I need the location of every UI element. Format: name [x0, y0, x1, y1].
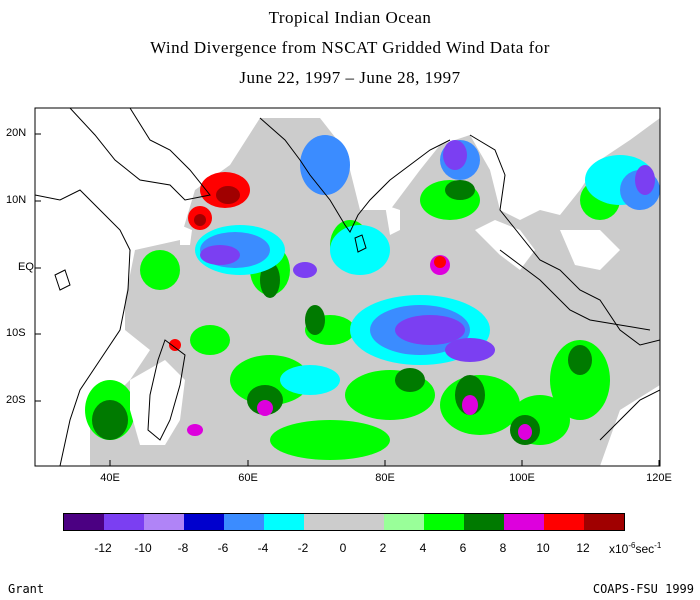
- title-line-3: June 22, 1997 – June 28, 1997: [239, 68, 461, 87]
- credit-author: Grant: [8, 582, 45, 596]
- lat-label-20n: 20N: [6, 127, 27, 139]
- legend-tick-label: 0: [339, 541, 347, 555]
- legend-swatch: [424, 514, 464, 530]
- madagascar: [147, 339, 186, 441]
- divergence-field: [85, 118, 660, 466]
- coastlines: [35, 108, 660, 466]
- india-coast: [259, 117, 451, 233]
- lat-label-10s: 10S: [6, 327, 26, 339]
- lat-label-10n: 10N: [6, 194, 27, 206]
- sumatra-java: [499, 249, 651, 331]
- lat-ticks: [35, 133, 41, 402]
- lon-label-120e: 120E: [646, 472, 672, 484]
- lon-label-40e: 40E: [100, 472, 120, 484]
- legend-swatch: [584, 514, 624, 530]
- strong-divergence-patches: [200, 140, 655, 362]
- legend-swatch: [544, 514, 584, 530]
- lon-label-100e: 100E: [509, 472, 535, 484]
- legend-tick-label: -6: [217, 541, 229, 555]
- lon-ticks: [109, 460, 660, 466]
- legend-swatch: [304, 514, 344, 530]
- legend-tick-label: -10: [134, 541, 152, 555]
- sri-lanka: [354, 234, 367, 253]
- arabian-peninsula-coast: [69, 108, 211, 201]
- legend-tick-label: 6: [459, 541, 467, 555]
- southeast-asia-coast: [469, 134, 660, 346]
- australia-coast: [599, 389, 660, 441]
- legend-tick-label: 2: [379, 541, 387, 555]
- lat-label-20s: 20S: [6, 394, 26, 406]
- legend-tick-label: 10: [536, 541, 550, 555]
- legend-swatch: [144, 514, 184, 530]
- legend-tick-label: -2: [297, 541, 309, 555]
- legend-units: x10-6sec-1: [609, 541, 662, 556]
- legend-swatch: [264, 514, 304, 530]
- no-data-areas: [130, 205, 620, 445]
- color-legend: [63, 513, 625, 531]
- title-line-2: Wind Divergence from NSCAT Gridded Wind …: [150, 38, 550, 57]
- legend-swatch: [224, 514, 264, 530]
- legend-swatch: [344, 514, 384, 530]
- legend-tick-label: 8: [499, 541, 507, 555]
- legend-swatch: [504, 514, 544, 530]
- legend-tick-label: -8: [177, 541, 189, 555]
- lat-label-eq: EQ: [18, 261, 34, 273]
- legend-swatch: [104, 514, 144, 530]
- legend-tick-label: -12: [94, 541, 112, 555]
- legend-swatch: [184, 514, 224, 530]
- title-line-1: Tropical Indian Ocean: [268, 8, 432, 27]
- legend-tick-label: 4: [419, 541, 427, 555]
- legend-swatch: [464, 514, 504, 530]
- legend-tick-label: 12: [576, 541, 590, 555]
- lon-label-80e: 80E: [375, 472, 395, 484]
- africa-arabia-coast: [35, 189, 131, 466]
- lon-label-60e: 60E: [238, 472, 258, 484]
- credit-organization: COAPS-FSU 1999: [592, 582, 694, 596]
- high-divergence-dark-red-patches: [194, 186, 240, 226]
- legend-tick-label: -4: [257, 541, 269, 555]
- legend-swatch: [384, 514, 424, 530]
- legend-swatch: [64, 514, 104, 530]
- map-frame: [34, 107, 661, 467]
- east-africa-lake: [54, 269, 71, 291]
